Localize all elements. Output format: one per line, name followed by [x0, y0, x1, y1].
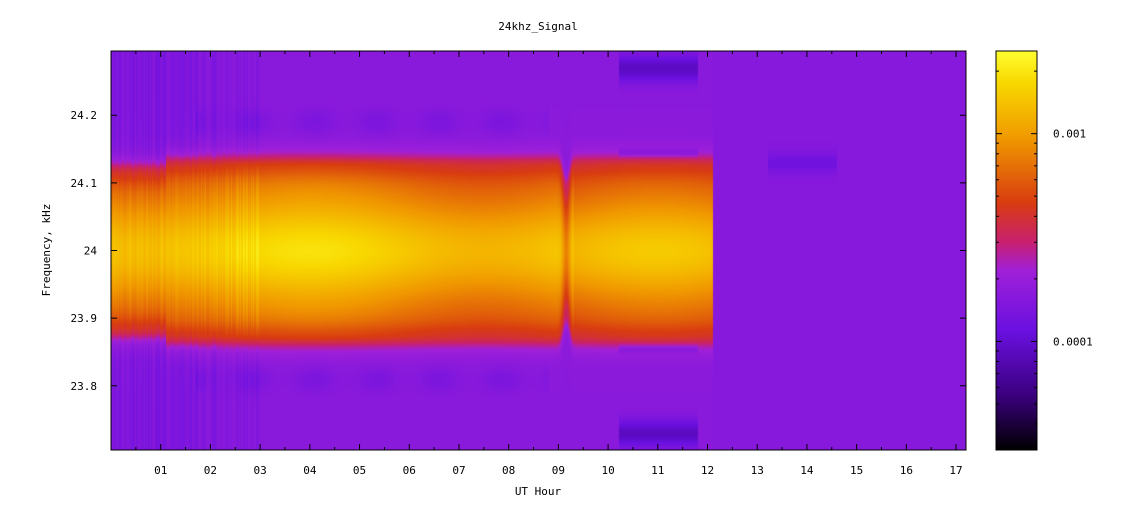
x-tick-label: 05: [353, 464, 366, 477]
x-tick-label: 02: [204, 464, 217, 477]
x-tick-label: 14: [800, 464, 814, 477]
x-tick-label: 08: [502, 464, 515, 477]
x-tick-label: 13: [751, 464, 764, 477]
x-tick-label: 04: [303, 464, 317, 477]
x-tick-label: 06: [403, 464, 416, 477]
x-tick-label: 11: [651, 464, 664, 477]
y-tick-label: 24.2: [71, 109, 98, 122]
y-tick-label: 24.1: [71, 177, 98, 190]
x-axis-label: UT Hour: [515, 485, 562, 498]
colorbar-ticks: 0.0001 0.001: [996, 70, 1093, 451]
colorbar-tick-label: 0.001: [1053, 128, 1086, 141]
x-tick-label: 09: [552, 464, 565, 477]
colorbar-tick-label: 0.0001: [1053, 335, 1093, 348]
x-tick-label: 07: [452, 464, 465, 477]
colorbar: 0.0001 0.001: [995, 50, 1093, 451]
y-tick-label: 23.9: [71, 312, 98, 325]
y-axis-label: Frequency, kHz: [40, 204, 53, 297]
x-tick-label: 17: [949, 464, 962, 477]
chart-title: 24khz_Signal: [498, 20, 577, 33]
heatmap-image: [111, 51, 966, 450]
x-tick-label: 03: [254, 464, 267, 477]
y-axis: 23.8 23.9 24 24.1 24.2: [71, 109, 966, 393]
x-tick-label: 15: [850, 464, 863, 477]
x-tick-label: 01: [154, 464, 167, 477]
x-tick-label: 10: [601, 464, 614, 477]
x-tick-label: 16: [900, 464, 913, 477]
x-axis: 01 02 03 04 05 06 07 08 09 10 11 12 13 14 15 16 17: [135, 51, 963, 477]
colorbar-gradient: [995, 50, 1038, 451]
y-tick-label: 24: [84, 245, 98, 258]
y-tick-label: 23.8: [71, 380, 98, 393]
heatmap-plot-area: [111, 51, 966, 450]
x-tick-label: 12: [701, 464, 714, 477]
